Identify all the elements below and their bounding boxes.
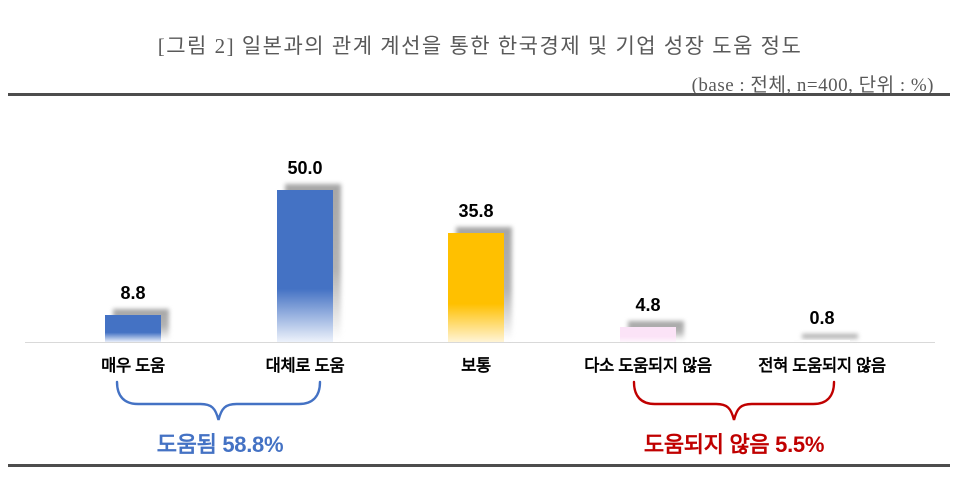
not-helped-group-label: 도움되지 않음 5.5% xyxy=(643,432,825,457)
bar-value-1: 8.8 xyxy=(120,283,146,304)
bar-value-2: 50.0 xyxy=(287,158,323,178)
bar-1 xyxy=(105,315,161,342)
helped-brace-path xyxy=(115,380,322,421)
footer-rule xyxy=(8,464,950,467)
not-helped-brace-path xyxy=(632,380,836,421)
bar-2 xyxy=(277,190,333,342)
bar-5 xyxy=(794,339,850,342)
category-label-1: 매우 도움 xyxy=(101,357,165,375)
helped-group-label: 도움됨 58.8% xyxy=(156,432,284,457)
bar-3 xyxy=(448,233,504,342)
bar-value-5: 0.8 xyxy=(809,307,835,328)
helped-group-brace xyxy=(115,380,322,421)
category-label-2: 대체로 도움 xyxy=(265,357,345,375)
category-label-4: 다소 도움되지 않음 xyxy=(584,357,712,375)
header-rule xyxy=(8,93,950,96)
bar-4 xyxy=(620,327,676,342)
not-helped-group-brace xyxy=(632,380,836,421)
category-label-5: 전혀 도움되지 않음 xyxy=(758,357,886,375)
category-label-3: 보통 xyxy=(461,357,491,375)
chart-base-note: (base : 전체, n=400, 단위 : %) xyxy=(691,75,934,96)
bar-value-4: 4.8 xyxy=(635,295,661,316)
x-axis-baseline xyxy=(25,342,935,343)
chart-title: [그림 2] 일본과의 관계 계선을 통한 한국경제 및 기업 성장 도움 정도 xyxy=(157,34,803,58)
bar-shadow-5 xyxy=(802,333,858,340)
bar-value-3: 35.8 xyxy=(458,201,494,222)
